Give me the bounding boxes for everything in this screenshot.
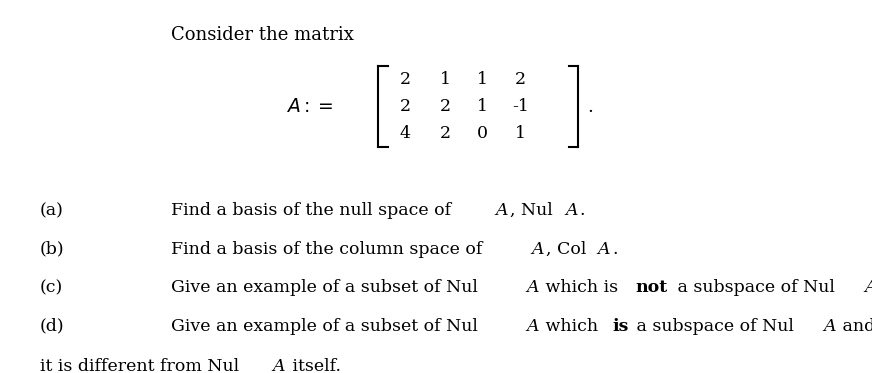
Text: a subspace of Nul: a subspace of Nul: [631, 318, 800, 335]
Text: (b): (b): [40, 241, 65, 258]
Text: 1: 1: [477, 98, 487, 115]
Text: , Nul: , Nul: [510, 202, 558, 219]
Text: 1: 1: [439, 70, 451, 88]
Text: (d): (d): [40, 318, 65, 335]
Text: A: A: [565, 202, 577, 219]
Text: A: A: [526, 279, 539, 296]
Text: A: A: [495, 202, 508, 219]
Text: .: .: [612, 241, 617, 258]
Text: 4: 4: [399, 125, 411, 142]
Text: which is: which is: [541, 279, 624, 296]
Text: $A :=$: $A :=$: [286, 97, 333, 116]
Text: A: A: [597, 241, 610, 258]
Text: Find a basis of the column space of: Find a basis of the column space of: [171, 241, 487, 258]
Text: 1: 1: [477, 70, 487, 88]
Text: 2: 2: [439, 98, 451, 115]
Text: A: A: [531, 241, 544, 258]
Text: , Col: , Col: [546, 241, 591, 258]
Text: Give an example of a subset of Nul: Give an example of a subset of Nul: [171, 318, 483, 335]
Text: and: and: [837, 318, 872, 335]
Text: which: which: [541, 318, 604, 335]
Text: 1: 1: [515, 125, 526, 142]
Text: .: .: [588, 97, 594, 116]
Text: Consider the matrix: Consider the matrix: [171, 26, 353, 44]
Text: A: A: [823, 318, 835, 335]
Text: 2: 2: [439, 125, 451, 142]
Text: it is different from Nul: it is different from Nul: [40, 358, 244, 373]
Text: .: .: [579, 202, 584, 219]
Text: 2: 2: [515, 70, 526, 88]
Text: 2: 2: [399, 98, 411, 115]
Text: A: A: [273, 358, 285, 373]
Text: 2: 2: [399, 70, 411, 88]
Text: Find a basis of the null space of: Find a basis of the null space of: [171, 202, 456, 219]
Text: 0: 0: [477, 125, 487, 142]
Text: a subspace of Nul: a subspace of Nul: [672, 279, 841, 296]
Text: A: A: [864, 279, 872, 296]
Text: (c): (c): [40, 279, 63, 296]
Text: (a): (a): [40, 202, 64, 219]
Text: A: A: [526, 318, 539, 335]
Text: Give an example of a subset of Nul: Give an example of a subset of Nul: [171, 279, 483, 296]
Text: not: not: [636, 279, 668, 296]
Text: is: is: [613, 318, 630, 335]
Text: -1: -1: [512, 98, 529, 115]
Text: itself.: itself.: [287, 358, 341, 373]
